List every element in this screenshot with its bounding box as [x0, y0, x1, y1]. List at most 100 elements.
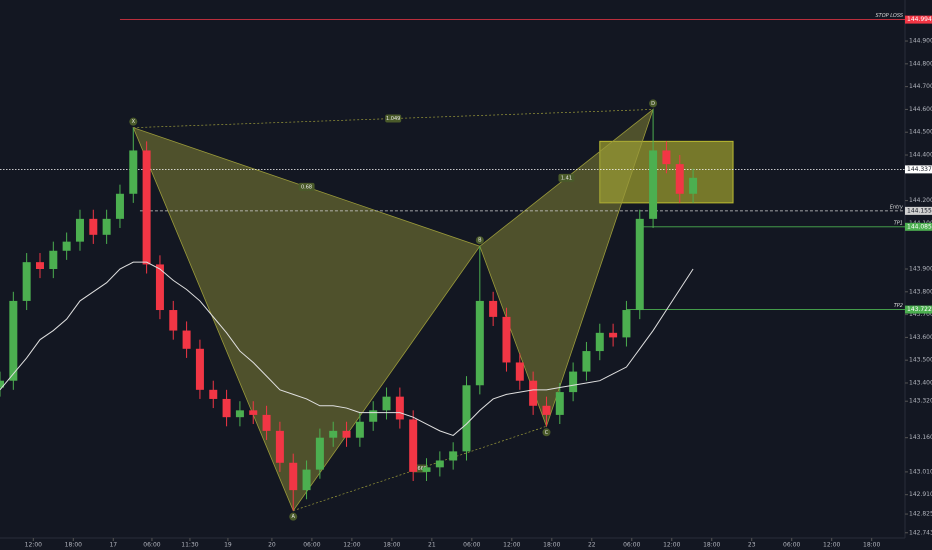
- candle-body: [529, 380, 538, 406]
- candle-body: [302, 469, 311, 491]
- candle-body: [622, 310, 631, 338]
- x-tick-label: 18:00: [383, 542, 400, 549]
- x-tick-label: 19: [224, 542, 232, 549]
- pattern-point-label: A: [292, 514, 296, 520]
- level-price: 144.085: [907, 223, 932, 230]
- y-tick-label: 142.743: [909, 529, 932, 536]
- pattern-point: [475, 236, 484, 245]
- y-tick-label: 142.910: [909, 491, 932, 498]
- pattern-point: [289, 512, 298, 521]
- last-price-label: 144.337: [907, 166, 932, 173]
- candle-body: [395, 396, 404, 420]
- pattern-point-label: B: [478, 238, 482, 244]
- candle-body: [502, 316, 511, 363]
- x-tick-label: 11:30: [181, 542, 198, 549]
- ratio-label: 1.049: [386, 116, 400, 122]
- candle-body: [235, 410, 244, 418]
- x-tick-label: 06:00: [143, 542, 160, 549]
- ratio-label: 1.41: [561, 175, 572, 181]
- ratio-badge: [385, 114, 402, 123]
- y-tick-label: 144.600: [909, 106, 932, 113]
- ratio-label: 0.68: [301, 184, 312, 190]
- y-tick-label: 143.800: [909, 288, 932, 295]
- x-tick-label: 18:00: [543, 542, 560, 549]
- x-tick-label: 22: [588, 542, 596, 549]
- candle-body: [329, 430, 338, 438]
- x-tick-label: 12:00: [663, 542, 680, 549]
- candle-body: [462, 385, 471, 452]
- x-tick-label: 21: [428, 542, 436, 549]
- candle-body: [142, 150, 151, 265]
- x-tick-label: 06:00: [303, 542, 320, 549]
- y-tick-label: 143.600: [909, 334, 932, 341]
- x-tick-label: 12:00: [503, 542, 520, 549]
- candle-body: [369, 410, 378, 422]
- level-price: 143.722: [907, 306, 932, 313]
- candle-body: [542, 405, 551, 415]
- y-tick-label: 144.400: [909, 152, 932, 159]
- candle-body: [22, 262, 31, 301]
- y-tick-label: 143.400: [909, 379, 932, 386]
- y-tick-label: 144.800: [909, 60, 932, 67]
- candle-body: [262, 414, 271, 431]
- candle-body: [102, 218, 111, 235]
- candle-body: [609, 332, 618, 338]
- pattern-point-label: C: [545, 430, 549, 436]
- x-tick-label: 12:00: [823, 542, 840, 549]
- candle-body: [75, 218, 84, 242]
- level-price-box: [905, 206, 932, 215]
- level-price: 144.155: [907, 207, 932, 214]
- candle-body: [222, 398, 231, 418]
- pattern-point: [129, 117, 138, 126]
- x-tick-label: 18:00: [863, 542, 880, 549]
- candle-body: [89, 218, 98, 235]
- candle-body: [0, 380, 4, 388]
- level-price-box: [905, 305, 932, 314]
- candle-body: [355, 421, 364, 438]
- y-tick-label: 143.900: [909, 266, 932, 273]
- x-tick-label: 17: [109, 542, 117, 549]
- candle-body: [555, 392, 564, 415]
- level-price-box: [905, 15, 932, 24]
- candle-body: [129, 150, 138, 194]
- candle-body: [515, 362, 524, 381]
- pattern-point-label: D: [651, 101, 655, 107]
- y-tick-label: 144.700: [909, 83, 932, 90]
- candle-body: [35, 262, 44, 269]
- candle-body: [182, 330, 191, 349]
- candle-body: [675, 164, 684, 194]
- x-tick-label: 23: [748, 542, 756, 549]
- x-tick-label: 06:00: [623, 542, 640, 549]
- ratio-badge: [558, 173, 575, 182]
- candle-body: [62, 241, 71, 251]
- level-name: TP1: [894, 220, 903, 226]
- candle-body: [209, 389, 218, 399]
- pattern-point: [542, 428, 551, 437]
- y-tick-label: 144.900: [909, 38, 932, 45]
- last-price-box: [905, 165, 932, 174]
- x-tick-label: 06:00: [783, 542, 800, 549]
- level-name: TP2: [894, 303, 903, 309]
- moving-average: [0, 261, 694, 436]
- level-name: Entry: [890, 204, 904, 210]
- candle-body: [289, 462, 298, 491]
- candle-body: [649, 150, 658, 219]
- candle-body: [169, 310, 178, 331]
- candle-body: [249, 410, 258, 415]
- y-tick-label: 144.500: [909, 129, 932, 136]
- candle-body: [195, 348, 204, 390]
- y-tick-label: 143.010: [909, 468, 932, 475]
- x-tick-label: 06:00: [463, 542, 480, 549]
- candle-body: [475, 300, 484, 386]
- level-price-box: [905, 222, 932, 231]
- candle-body: [49, 250, 58, 269]
- candle-body: [662, 150, 671, 165]
- candle-body: [155, 264, 164, 311]
- y-tick-label: 142.825: [909, 511, 932, 518]
- x-tick-label: 18:00: [703, 542, 720, 549]
- y-tick-label: 143.160: [909, 434, 932, 441]
- candle-body: [382, 396, 391, 411]
- candle-body: [422, 467, 431, 472]
- candle-body: [569, 371, 578, 393]
